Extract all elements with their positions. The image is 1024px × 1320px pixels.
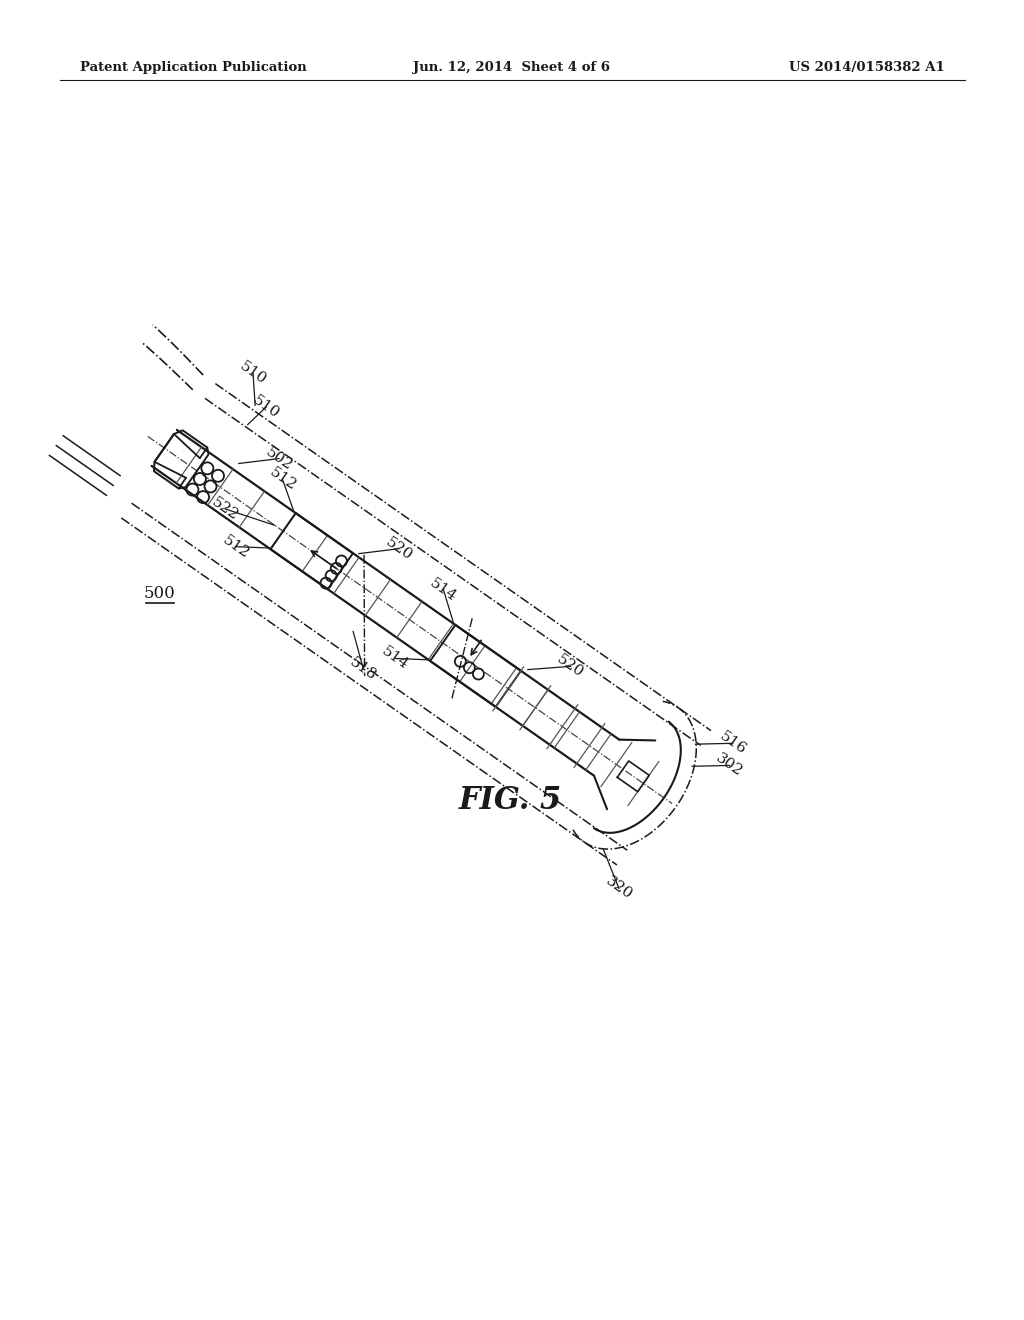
Text: 502: 502 xyxy=(263,445,295,473)
Text: 500: 500 xyxy=(144,585,176,602)
Text: 510: 510 xyxy=(250,393,283,421)
Text: 520: 520 xyxy=(554,652,587,681)
Text: 512: 512 xyxy=(219,532,252,561)
Text: Jun. 12, 2014  Sheet 4 of 6: Jun. 12, 2014 Sheet 4 of 6 xyxy=(414,62,610,74)
Text: 510: 510 xyxy=(238,359,269,388)
Text: 302: 302 xyxy=(714,751,745,780)
Text: 514: 514 xyxy=(379,644,412,673)
Text: 512: 512 xyxy=(266,466,298,494)
Text: US 2014/0158382 A1: US 2014/0158382 A1 xyxy=(790,62,945,74)
Text: 518: 518 xyxy=(347,655,379,684)
Text: 520: 520 xyxy=(383,535,415,562)
Text: Patent Application Publication: Patent Application Publication xyxy=(80,62,307,74)
Text: 522: 522 xyxy=(209,495,242,523)
Text: FIG. 5: FIG. 5 xyxy=(459,784,562,816)
Text: 320: 320 xyxy=(603,874,635,903)
Text: 514: 514 xyxy=(427,576,460,603)
Text: 516: 516 xyxy=(717,729,749,758)
